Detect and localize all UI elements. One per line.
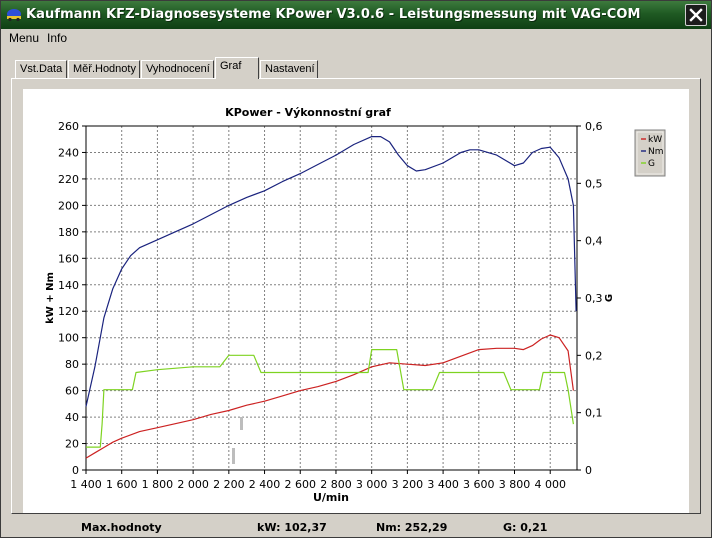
- y-tick-label: 200: [58, 199, 79, 212]
- tab-panel: [11, 78, 701, 514]
- power-chart: KPower - Výkonnostní graf 1 400 1 600 1 80…: [45, 106, 666, 504]
- title-bar[interactable]: Kaufmann KFZ-Diagnosesysteme KPower V3.0…: [1, 1, 711, 29]
- y2-tick-label: 0,3: [585, 292, 603, 305]
- x-tick-label: 1 400: [70, 478, 102, 491]
- y-tick-label: 180: [58, 226, 79, 239]
- max-nm-value: Nm: 252,29: [376, 521, 448, 534]
- chart-grid: [86, 126, 577, 470]
- chart-title: KPower - Výkonnostní graf: [225, 106, 391, 119]
- chart-ticks: 1 400 1 600 1 800 2 000 2 200 2 400 2 600 2 800…: [58, 120, 603, 491]
- series-line-kw: [85, 334, 574, 459]
- chart-markers: [232, 417, 243, 464]
- y-tick-label: 20: [65, 438, 79, 451]
- series-line-g: [86, 349, 574, 448]
- menu-bar: Menu Info: [1, 29, 711, 48]
- y-tick-label: 0: [72, 464, 79, 477]
- tab-mer-hodnoty[interactable]: Měř.Hodnoty: [68, 60, 140, 78]
- y2-tick-label: 0,6: [585, 120, 603, 133]
- car-logo-icon: [7, 9, 21, 22]
- x-tick-label: 2 800: [320, 478, 352, 491]
- x-tick-label: 3 000: [356, 478, 388, 491]
- y2-tick-label: 0,2: [585, 349, 603, 362]
- legend-entry: Nm: [648, 147, 664, 157]
- y2-tick-label: 0,5: [585, 177, 603, 190]
- x-axis-label: U/min: [313, 491, 349, 504]
- menu-item-info[interactable]: Info: [47, 31, 68, 45]
- chart-panel: KPower - Výkonnostní graf 1 400 1 600 1 80…: [23, 89, 689, 513]
- x-tick-label: 1 600: [106, 478, 138, 491]
- tab-graf[interactable]: Graf: [215, 57, 259, 79]
- y-tick-label: 120: [58, 305, 79, 318]
- x-tick-label: 3 800: [499, 478, 531, 491]
- chart-legend: kW Nm G: [634, 129, 666, 177]
- close-button[interactable]: [685, 4, 707, 26]
- y-tick-label: 100: [58, 332, 79, 345]
- menu-item-menu[interactable]: Menu: [9, 31, 40, 45]
- y-tick-label: 220: [58, 173, 79, 186]
- x-tick-label: 2 400: [249, 478, 281, 491]
- series-line-nm: [85, 135, 577, 407]
- plot-frame: [85, 125, 578, 471]
- x-tick-label: 3 600: [463, 478, 495, 491]
- y2-axis-label: G: [604, 294, 615, 302]
- y-tick-label: 40: [65, 411, 79, 424]
- legend-entry: kW: [648, 135, 662, 145]
- x-tick-label: 2 600: [285, 478, 317, 491]
- y-axis-label: kW + Nm: [45, 272, 56, 324]
- x-tick-label: 1 800: [142, 478, 174, 491]
- chart-series: [85, 135, 577, 459]
- y-tick-label: 80: [65, 358, 79, 371]
- x-tick-label: 3 200: [392, 478, 424, 491]
- y2-tick-label: 0,4: [585, 235, 603, 248]
- y-tick-label: 140: [58, 279, 79, 292]
- status-bar: Max.hodnoty kW: 102,37 Nm: 252,29 G: 0,2…: [1, 516, 711, 538]
- max-values-label: Max.hodnoty: [81, 521, 162, 534]
- y-tick-label: 260: [58, 120, 79, 133]
- y-tick-label: 60: [65, 385, 79, 398]
- close-x-icon: [689, 8, 703, 22]
- max-g-value: G: 0,21: [503, 521, 548, 534]
- y-tick-label: 160: [58, 252, 79, 265]
- tab-vst-data[interactable]: Vst.Data: [15, 60, 67, 78]
- y2-tick-label: 0: [585, 464, 592, 477]
- y2-tick-label: 0,1: [585, 407, 603, 420]
- x-tick-label: 2 200: [213, 478, 245, 491]
- y-tick-label: 240: [58, 146, 79, 159]
- max-kw-value: kW: 102,37: [257, 521, 327, 534]
- tab-nastaveni[interactable]: Nastavení: [260, 60, 318, 78]
- legend-entry: G: [648, 159, 655, 169]
- window-title: Kaufmann KFZ-Diagnosesysteme KPower V3.0…: [26, 7, 641, 22]
- x-tick-label: 4 000: [534, 478, 566, 491]
- x-tick-label: 2 000: [177, 478, 209, 491]
- x-tick-label: 3 400: [427, 478, 459, 491]
- tab-vyhodnoceni[interactable]: Vyhodnocení: [141, 60, 214, 78]
